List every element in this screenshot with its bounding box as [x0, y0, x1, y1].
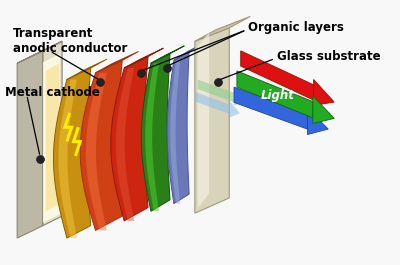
Polygon shape — [54, 68, 91, 238]
Polygon shape — [145, 63, 159, 211]
Polygon shape — [141, 54, 170, 211]
Polygon shape — [80, 60, 122, 230]
Polygon shape — [230, 101, 240, 118]
Polygon shape — [46, 63, 59, 211]
Polygon shape — [43, 41, 62, 226]
Polygon shape — [170, 60, 180, 204]
Text: Metal cathode: Metal cathode — [5, 86, 100, 99]
Polygon shape — [234, 87, 308, 129]
Polygon shape — [86, 73, 107, 230]
Polygon shape — [96, 51, 138, 73]
Text: Glass substrate: Glass substrate — [277, 50, 381, 63]
Polygon shape — [124, 48, 163, 68]
Polygon shape — [241, 51, 314, 100]
Polygon shape — [116, 68, 134, 221]
Polygon shape — [111, 56, 148, 221]
Text: Transparent
anodic conductor: Transparent anodic conductor — [13, 27, 128, 55]
Polygon shape — [43, 54, 60, 223]
Polygon shape — [313, 96, 334, 123]
Polygon shape — [17, 41, 62, 63]
Polygon shape — [198, 33, 209, 209]
Text: Light: Light — [261, 89, 295, 102]
Text: Organic layers: Organic layers — [248, 21, 344, 34]
Polygon shape — [314, 80, 334, 105]
Polygon shape — [151, 46, 184, 63]
Polygon shape — [308, 109, 328, 135]
Polygon shape — [198, 80, 234, 102]
Polygon shape — [67, 59, 107, 80]
Polygon shape — [174, 43, 202, 60]
Polygon shape — [195, 16, 250, 41]
Polygon shape — [167, 51, 189, 204]
Polygon shape — [195, 28, 229, 213]
Polygon shape — [237, 71, 313, 118]
Polygon shape — [17, 51, 43, 238]
Polygon shape — [58, 80, 77, 238]
Polygon shape — [195, 92, 230, 114]
Polygon shape — [234, 89, 244, 106]
